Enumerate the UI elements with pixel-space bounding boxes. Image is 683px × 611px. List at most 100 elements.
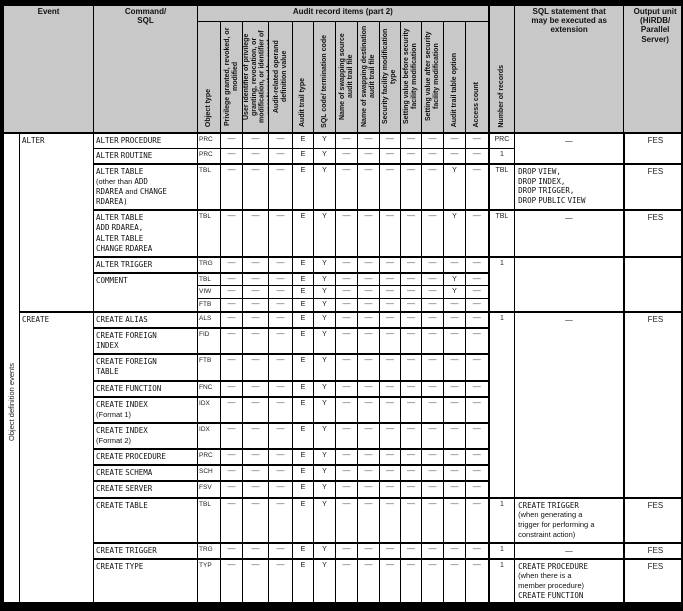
- output-unit-cell: FES: [622, 162, 681, 211]
- audit-value-cell: —: [421, 162, 445, 211]
- audit-value-cell: —: [421, 255, 445, 274]
- audit-value-cell: Y: [313, 353, 337, 382]
- audit-value-cell: —: [220, 162, 244, 211]
- audit-value-cell: —: [443, 557, 467, 602]
- audit-col-label: SQL code/ termination code: [320, 34, 328, 128]
- sql-extension-cell: —: [514, 310, 625, 498]
- audit-value-cell: —: [421, 557, 445, 602]
- command-cell: CREATE PROCEDURE: [93, 448, 199, 466]
- audit-value-cell: —: [335, 464, 359, 482]
- audit-value-cell: —: [400, 448, 423, 466]
- audit-value-cell: —: [379, 379, 402, 398]
- table-row: CREATE TYPE TYP — — — E Y — — — — — — —1 CREATE PROCED…: [4, 557, 681, 602]
- audit-value-cell: —: [421, 310, 445, 329]
- output-unit-cell: [622, 255, 681, 313]
- output-unit-cell: FES: [622, 541, 681, 560]
- audit-value-cell: —: [379, 131, 402, 149]
- audit-value-cell: —: [268, 541, 294, 560]
- audit-value-cell: —: [220, 480, 244, 499]
- audit-col-label: Security facility modification type: [382, 28, 398, 124]
- audit-value-cell: E: [292, 480, 315, 499]
- audit-value-cell: E: [292, 395, 315, 424]
- audit-value-cell: E: [292, 326, 315, 355]
- command-cell: ALTER TRIGGER: [93, 255, 199, 274]
- audit-value-cell: —: [465, 557, 490, 602]
- audit-value-cell: —: [335, 448, 359, 466]
- audit-value-cell: —: [268, 162, 294, 211]
- table-row: CREATE FUNCTION FNC — — — E Y — — — — — — —: [4, 379, 682, 398]
- audit-value-cell: —: [379, 395, 402, 424]
- audit-value-cell: Y: [313, 147, 337, 165]
- number-of-records-label: Number of records: [497, 64, 505, 128]
- command-cell: ALTER TABLE ADD RDAREA, ALTER TABLE CHANGE …: [93, 209, 199, 258]
- audit-value-cell: —: [465, 395, 490, 424]
- audit-value-cell: —: [357, 496, 381, 543]
- audit-value-cell: —: [242, 162, 270, 211]
- number-of-records-cell: TBL: [487, 209, 516, 258]
- audit-value-cell: —: [379, 310, 402, 329]
- number-of-records-cell: 1: [487, 310, 516, 498]
- audit-value-cell: —: [379, 480, 402, 499]
- audit-value-cell: —: [465, 464, 490, 482]
- audit-value-cell: —: [357, 353, 381, 382]
- audit-value-cell: —: [268, 379, 294, 398]
- audit-value-cell: —: [443, 310, 467, 329]
- audit-value-cell: —: [421, 298, 445, 313]
- audit-value-cell: —: [465, 353, 490, 382]
- audit-value-cell: Y: [313, 395, 337, 424]
- audit-value-cell: —: [220, 209, 244, 258]
- audit-value-cell: Y: [313, 557, 337, 602]
- audit-col-label: Audit trail type: [299, 78, 307, 128]
- audit-value-cell: PRC: [197, 147, 222, 165]
- table-row: CREATE TRIGGER TRG — — — E Y — — — — — — —1— FES: [4, 541, 681, 560]
- audit-value-cell: E: [292, 147, 315, 165]
- audit-value-cell: —: [268, 298, 294, 313]
- audit-value-cell: —: [268, 147, 294, 165]
- audit-value-cell: —: [220, 353, 244, 382]
- command-cell: CREATE INDEX (Format 1): [93, 395, 199, 424]
- audit-value-cell: —: [242, 310, 270, 329]
- audit-value-cell: —: [421, 131, 445, 149]
- audit-value-cell: —: [242, 557, 270, 602]
- audit-value-cell: —: [357, 298, 381, 313]
- audit-value-cell: —: [357, 162, 381, 211]
- audit-value-cell: —: [357, 557, 381, 602]
- audit-value-cell: —: [357, 209, 381, 258]
- audit-value-cell: —: [421, 448, 445, 466]
- audit-value-cell: —: [443, 421, 467, 450]
- audit-value-cell: Y: [313, 285, 337, 300]
- audit-value-cell: E: [292, 379, 315, 398]
- audit-value-cell: —: [220, 557, 244, 602]
- command-cell: CREATE ALIAS: [93, 310, 199, 329]
- audit-value-cell: —: [400, 353, 423, 382]
- sql-extension-cell: [514, 255, 625, 313]
- command-cell: ALTER ROUTINE: [93, 147, 199, 165]
- audit-value-cell: —: [465, 448, 490, 466]
- header-audit-col-0: Object type: [197, 21, 222, 133]
- audit-value-cell: —: [220, 541, 244, 560]
- audit-value-cell: —: [335, 326, 359, 355]
- number-of-records-cell: PRC: [487, 131, 516, 149]
- audit-value-cell: —: [268, 496, 294, 543]
- header-audit-group: Audit record items (part 2): [197, 5, 490, 22]
- audit-value-cell: —: [400, 147, 423, 165]
- audit-col-label: Access count: [472, 81, 480, 128]
- audit-value-cell: IDX: [197, 421, 222, 450]
- audit-value-cell: —: [335, 395, 359, 424]
- audit-col-label: Object type: [205, 89, 213, 128]
- command-cell: CREATE SERVER: [93, 480, 199, 499]
- audit-value-cell: —: [242, 147, 270, 165]
- audit-value-cell: Y: [313, 326, 337, 355]
- audit-value-cell: E: [292, 285, 315, 300]
- audit-value-cell: Y: [313, 541, 337, 560]
- header-row-group: Event Command/ SQL Audit record items (p…: [3, 5, 681, 133]
- audit-value-cell: —: [357, 448, 381, 466]
- audit-col-label: Setting value before security facility m…: [403, 28, 419, 124]
- audit-value-cell: —: [400, 131, 423, 149]
- audit-value-cell: E: [292, 421, 315, 450]
- number-of-records-cell: 1: [487, 147, 516, 165]
- audit-value-cell: —: [220, 395, 244, 424]
- audit-value-cell: —: [357, 480, 381, 499]
- audit-value-cell: E: [292, 255, 315, 274]
- audit-value-cell: —: [357, 310, 381, 329]
